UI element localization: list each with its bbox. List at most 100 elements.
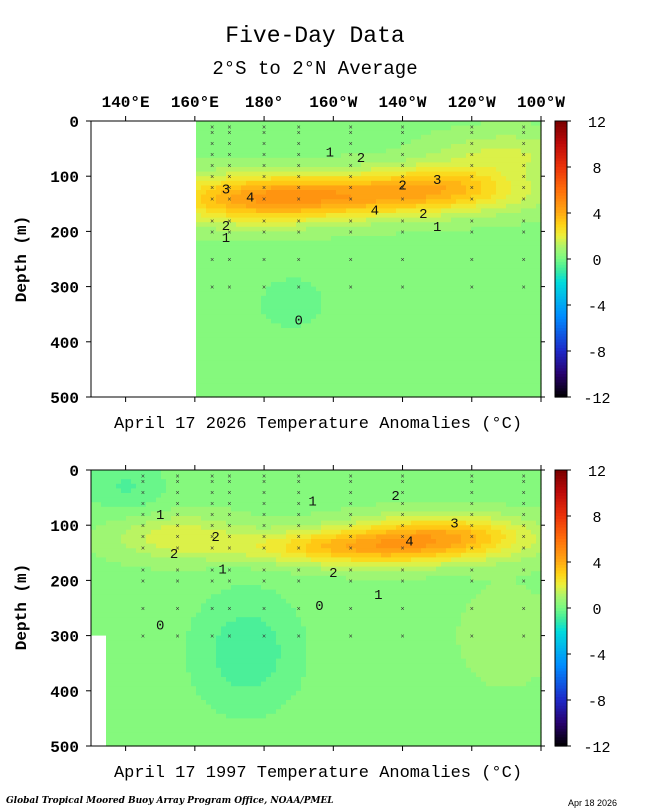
panel-2026-cell bbox=[156, 346, 162, 352]
panel-2026-cell bbox=[156, 392, 162, 398]
panel-2026-cell bbox=[131, 323, 137, 329]
panel-2026-cell bbox=[131, 328, 137, 334]
panel-2026-cell bbox=[431, 222, 437, 228]
panel-2026-cell bbox=[91, 351, 97, 357]
panel-2026-cell bbox=[461, 222, 467, 228]
panel-2026-cell bbox=[391, 231, 397, 237]
panel-2026-cell bbox=[271, 171, 277, 177]
panel-2026-cell bbox=[371, 277, 377, 283]
panel-2026-cell bbox=[241, 176, 247, 182]
panel-2026-cell bbox=[221, 291, 227, 297]
panel-2026-cell bbox=[341, 309, 347, 315]
panel-2026-cell bbox=[216, 277, 222, 283]
panel-2026-cell bbox=[241, 378, 247, 384]
panel-2026-cell bbox=[321, 295, 327, 301]
panel-2026-cell bbox=[361, 295, 367, 301]
panel-2026-cell bbox=[341, 360, 347, 366]
panel-2026-cell bbox=[106, 346, 112, 352]
panel-2026-cell bbox=[481, 245, 487, 251]
panel-2026-cell bbox=[341, 148, 347, 154]
panel-2026-cell bbox=[136, 318, 142, 324]
panel-2026-cell bbox=[236, 226, 242, 232]
panel-2026-cell bbox=[311, 332, 317, 338]
panel-2026-cell bbox=[486, 378, 492, 384]
panel-2026-cell bbox=[141, 231, 147, 237]
panel-2026-cell bbox=[91, 176, 97, 182]
panel-2026-cell bbox=[191, 300, 197, 306]
panel-2026-cell bbox=[431, 305, 437, 311]
panel-2026-cell bbox=[116, 314, 122, 320]
panel-2026-cell bbox=[311, 176, 317, 182]
panel-2026-cell bbox=[411, 185, 417, 191]
panel-2026-cell bbox=[506, 162, 512, 168]
panel-2026-cell bbox=[431, 217, 437, 223]
panel-2026-cell bbox=[156, 157, 162, 163]
panel-2026-cell bbox=[251, 203, 257, 209]
panel-2026-cell bbox=[111, 277, 117, 283]
panel-2026-cell bbox=[281, 121, 287, 127]
panel-2026-cell bbox=[186, 148, 192, 154]
panel-2026-cell bbox=[451, 291, 457, 297]
panel-2026-cell bbox=[441, 162, 447, 168]
panel-2026-cell bbox=[316, 180, 322, 186]
panel-2026-cell bbox=[376, 148, 382, 154]
panel-2026-cell bbox=[486, 268, 492, 274]
panel-2026-cell bbox=[306, 277, 312, 283]
panel-2026-cell bbox=[231, 121, 237, 127]
panel-2026-cell bbox=[161, 162, 167, 168]
panel-2026-cell bbox=[391, 295, 397, 301]
panel-2026-cell bbox=[361, 392, 367, 398]
panel-2026-cell bbox=[431, 309, 437, 315]
panel-2026-cell bbox=[211, 190, 217, 196]
panel-2026-cell bbox=[456, 314, 462, 320]
panel-2026-cell bbox=[176, 272, 182, 278]
panel-2026-cell bbox=[321, 268, 327, 274]
panel-2026-cell bbox=[291, 176, 297, 182]
panel-2026-cell bbox=[91, 263, 97, 269]
panel-2026-cell bbox=[361, 222, 367, 228]
panel-2026-cell bbox=[456, 291, 462, 297]
panel-2026-cell bbox=[211, 226, 217, 232]
panel-2026-cell bbox=[411, 341, 417, 347]
panel-2026-cell bbox=[126, 125, 132, 131]
panel-2026-cell bbox=[96, 323, 102, 329]
panel-2026-cell bbox=[271, 374, 277, 380]
panel-2026-cell bbox=[156, 374, 162, 380]
panel-2026-cell bbox=[346, 383, 352, 389]
panel-2026-cell bbox=[196, 268, 202, 274]
panel-2026-cell bbox=[326, 148, 332, 154]
panel-2026-cell bbox=[466, 245, 472, 251]
panel-2026-cell bbox=[161, 328, 167, 334]
panel-2026-cell bbox=[466, 139, 472, 145]
panel-2026-cell bbox=[226, 369, 232, 375]
panel-2026-cell bbox=[381, 185, 387, 191]
panel-2026-cell bbox=[326, 360, 332, 366]
panel-2026-cell bbox=[426, 318, 432, 324]
panel-2026-cell bbox=[326, 249, 332, 255]
panel-2026-cell bbox=[231, 282, 237, 288]
panel-2026-cell bbox=[466, 199, 472, 205]
panel-2026-cell bbox=[496, 139, 502, 145]
panel-2026-cell bbox=[251, 185, 257, 191]
panel-2026-cell bbox=[281, 364, 287, 370]
panel-2026-cell bbox=[116, 346, 122, 352]
panel-2026-cell bbox=[491, 369, 497, 375]
panel-2026-cell bbox=[301, 130, 307, 136]
panel-2026-cell bbox=[111, 208, 117, 214]
panel-2026-cell bbox=[351, 194, 357, 200]
panel-2026-cell bbox=[206, 383, 212, 389]
panel-2026-cell bbox=[306, 360, 312, 366]
panel-2026-cell bbox=[486, 231, 492, 237]
panel-2026-cell bbox=[436, 277, 442, 283]
panel-2026-cell bbox=[366, 323, 372, 329]
panel-2026-cell bbox=[251, 148, 257, 154]
panel-2026-cell bbox=[171, 180, 177, 186]
panel-2026-cell bbox=[326, 332, 332, 338]
panel-2026-cell bbox=[126, 355, 132, 361]
panel-2026-cell bbox=[456, 318, 462, 324]
panel-2026-cell bbox=[411, 259, 417, 265]
panel-2026-cell bbox=[421, 208, 427, 214]
panel-2026-cell bbox=[241, 249, 247, 255]
panel-2026-cell bbox=[156, 286, 162, 292]
panel-2026-cell bbox=[176, 332, 182, 338]
